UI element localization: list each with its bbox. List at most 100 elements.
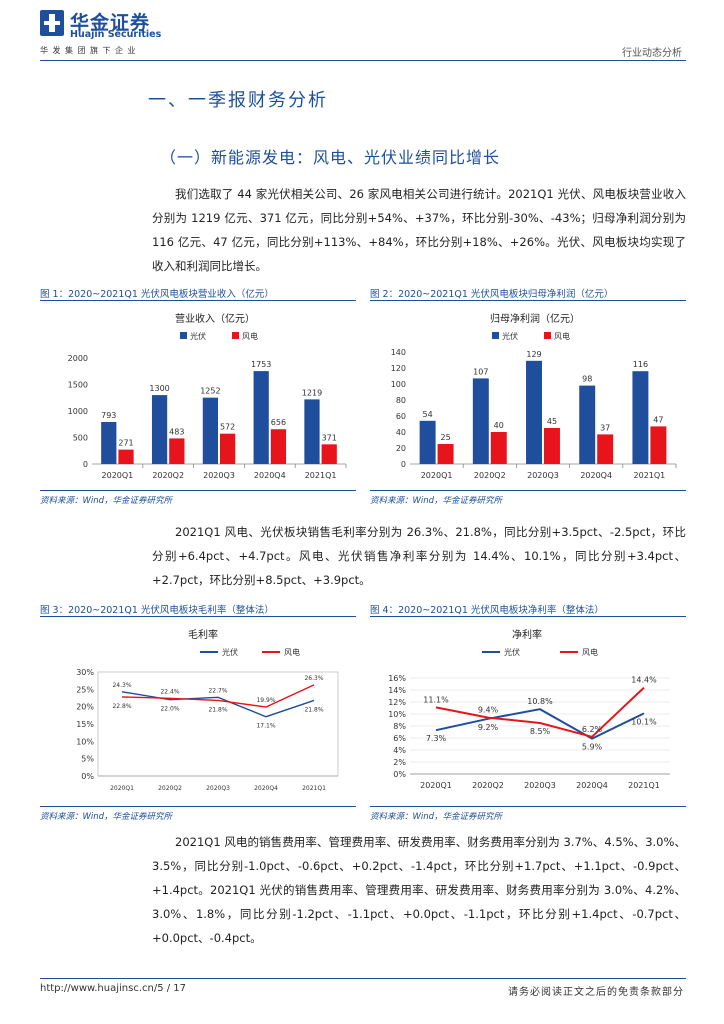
fig3-source: 资料来源：Wind，华金证券研究所 (40, 812, 173, 822)
doc-type: 行业动态分析 (622, 48, 682, 59)
point-data-label: 19.9% (256, 697, 275, 704)
legend-label-1: 风电 (284, 647, 300, 657)
y-tick-label: 20% (76, 703, 94, 712)
fig1-bottom-rule (40, 490, 356, 491)
footer-divider (40, 978, 686, 979)
legend-swatch-0 (180, 332, 187, 339)
bar-data-label: 1219 (302, 388, 322, 397)
y-tick-label: 30% (76, 668, 94, 677)
x-tick-label: 2020Q1 (102, 471, 134, 480)
point-data-label: 9.2% (478, 723, 499, 732)
bar-风电-2021Q1 (650, 426, 667, 464)
x-tick-label: 2020Q1 (421, 471, 453, 480)
bar-data-label: 37 (600, 423, 610, 432)
tagline: 华发集团旗下企业 (40, 46, 140, 55)
bar-光伏-2020Q3 (526, 360, 542, 464)
fig2-title-rule (370, 300, 686, 301)
x-tick-label: 2020Q3 (527, 471, 559, 480)
x-tick-label: 2021Q1 (305, 471, 337, 480)
series-line-风电 (121, 684, 315, 708)
point-data-label: 22.4% (160, 688, 179, 695)
bar-风电-2020Q3 (544, 428, 560, 464)
point-data-label: 10.8% (527, 697, 553, 706)
series-line-光伏 (435, 708, 645, 740)
bar-data-label: 107 (473, 367, 488, 376)
x-tick-label: 2021Q1 (634, 471, 666, 480)
y-tick-label: 0% (393, 770, 406, 779)
point-data-label: 17.1% (256, 723, 275, 730)
y-tick-label: 20 (396, 444, 406, 453)
header-divider (40, 60, 686, 61)
y-tick-label: 0 (401, 460, 406, 469)
bar-风电-2020Q2 (490, 432, 507, 464)
legend-label-0: 光伏 (222, 647, 238, 657)
bar-data-label: 25 (440, 433, 450, 442)
x-tick-label: 2020Q2 (474, 471, 506, 480)
legend-label-1: 风电 (242, 331, 258, 341)
legend-label-0: 光伏 (504, 647, 520, 657)
fig2-bottom-rule (370, 490, 686, 491)
y-tick-label: 16% (388, 674, 406, 683)
bar-data-label: 1300 (149, 384, 169, 393)
point-data-label: 7.3% (426, 734, 447, 743)
x-tick-label: 2020Q1 (110, 785, 134, 792)
fig2-title: 图 2：2020~2021Q1 光伏风电板块归母净利润（亿元） (370, 289, 614, 300)
paragraph-1: 我们选取了 44 家光伏相关公司、26 家风电相关公司进行统计。2021Q1 光… (152, 182, 686, 278)
x-tick-label: 2021Q1 (302, 785, 326, 792)
fig1-title-rule (40, 300, 356, 301)
y-tick-label: 140 (391, 348, 406, 357)
bar-光伏-2021Q1 (304, 399, 320, 464)
chart-title: 毛利率 (188, 628, 218, 641)
revenue-bar-chart: 营业收入（亿元） 光伏 风电 0 500 1000 1500 2000 2020Q1 2020Q2… (68, 312, 347, 480)
bar-风电-2021Q1 (321, 444, 337, 464)
legend-label-0: 光伏 (190, 331, 206, 341)
y-tick-label: 0% (81, 772, 94, 781)
bar-风电-2020Q4 (270, 429, 287, 464)
x-tick-label: 2020Q3 (203, 471, 235, 480)
chart-title: 净利率 (512, 628, 542, 641)
fig3-title-rule (40, 616, 356, 617)
point-data-label: 24.3% (112, 682, 131, 689)
footer-url[interactable]: http://www.huajinsc.cn/5 / 17 (40, 983, 187, 994)
footer-disclaimer: 请务必阅读正文之后的免责条款部分 (508, 987, 684, 998)
fig4-title-rule (370, 616, 686, 617)
fig4-title: 图 4：2020~2021Q1 光伏风电板块净利率（整体法） (370, 605, 604, 616)
x-tick-label: 2020Q4 (254, 785, 278, 792)
bar-data-label: 1252 (200, 387, 220, 396)
x-tick-label: 2020Q4 (576, 781, 608, 790)
plot-frame (97, 671, 339, 777)
point-data-label: 26.3% (304, 675, 323, 682)
bar-光伏-2020Q2 (151, 395, 168, 464)
point-data-label: 10.1% (631, 717, 657, 726)
bar-data-label: 129 (526, 350, 541, 359)
bar-光伏-2020Q4 (253, 371, 269, 464)
y-tick-label: 6% (393, 734, 406, 743)
point-data-label: 8.5% (530, 727, 551, 736)
x-tick-label: 2021Q1 (628, 781, 660, 790)
bar-光伏-2020Q2 (472, 378, 489, 464)
bar-data-label: 483 (169, 427, 184, 436)
bar-data-label: 45 (547, 417, 557, 426)
fig2-source: 资料来源：Wind，华金证券研究所 (370, 496, 503, 506)
paragraph-2-text: 2021Q1 风电、光伏板块销售毛利率分别为 26.3%、21.8%，同比分别+… (152, 525, 686, 587)
profit-bar-chart: 归母净利润（亿元） 光伏 风电 0 20 40 60 80 100 120 140 2020Q1 202… (391, 312, 677, 480)
bar-风电-2020Q1 (118, 449, 134, 464)
bar-风电-2020Q2 (169, 438, 185, 464)
y-tick-label: 10% (388, 710, 406, 719)
y-tick-label: 2% (393, 758, 406, 767)
y-tick-label: 1500 (68, 381, 88, 390)
x-tick-label: 2020Q3 (524, 781, 556, 790)
bar-data-label: 371 (322, 433, 337, 442)
company-logo-icon (40, 10, 64, 36)
x-tick-label: 2020Q3 (206, 785, 230, 792)
bar-data-label: 572 (220, 423, 235, 432)
point-data-label: 21.8% (208, 706, 227, 713)
y-tick-label: 10% (76, 737, 94, 746)
x-tick-label: 2020Q4 (580, 471, 612, 480)
y-tick-label: 0 (83, 460, 88, 469)
y-tick-label: 120 (391, 364, 406, 373)
x-tick-label: 2020Q1 (420, 781, 452, 790)
y-tick-label: 40 (396, 428, 406, 437)
point-data-label: 9.4% (478, 706, 499, 715)
